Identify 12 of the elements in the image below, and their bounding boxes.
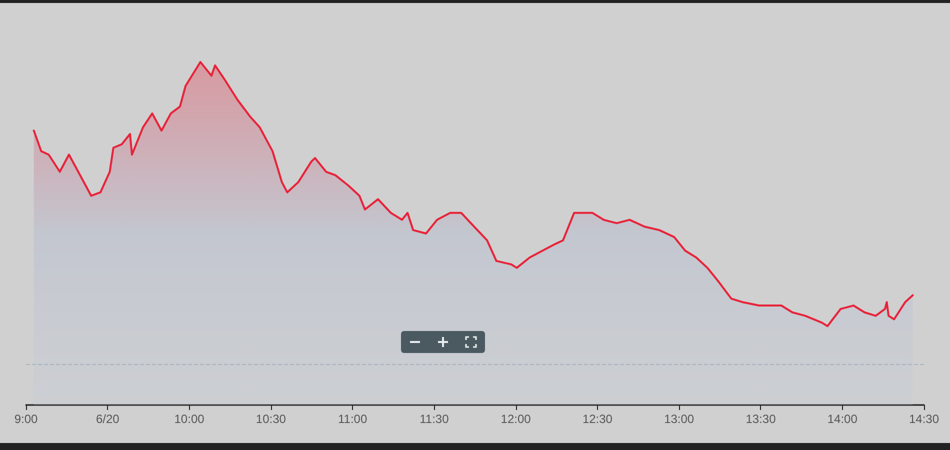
x-tick-label: 13:30 <box>746 412 776 426</box>
x-tick-label: 14:30 <box>908 412 940 426</box>
x-tick-label: 13:00 <box>664 412 694 426</box>
x-tick-label: 10:00 <box>174 412 205 426</box>
x-tick-label: 12:30 <box>582 412 613 426</box>
x-tick-label: 6/20 <box>96 412 120 426</box>
x-tick-label: 9:00 <box>14 412 38 426</box>
x-tick-label: 10:30 <box>256 412 286 426</box>
x-tick-label: 14:00 <box>827 412 858 426</box>
x-tick-label: 12:00 <box>500 412 532 426</box>
x-tick-label: 11:30 <box>420 412 450 426</box>
x-tick-label: 11:00 <box>338 412 368 426</box>
